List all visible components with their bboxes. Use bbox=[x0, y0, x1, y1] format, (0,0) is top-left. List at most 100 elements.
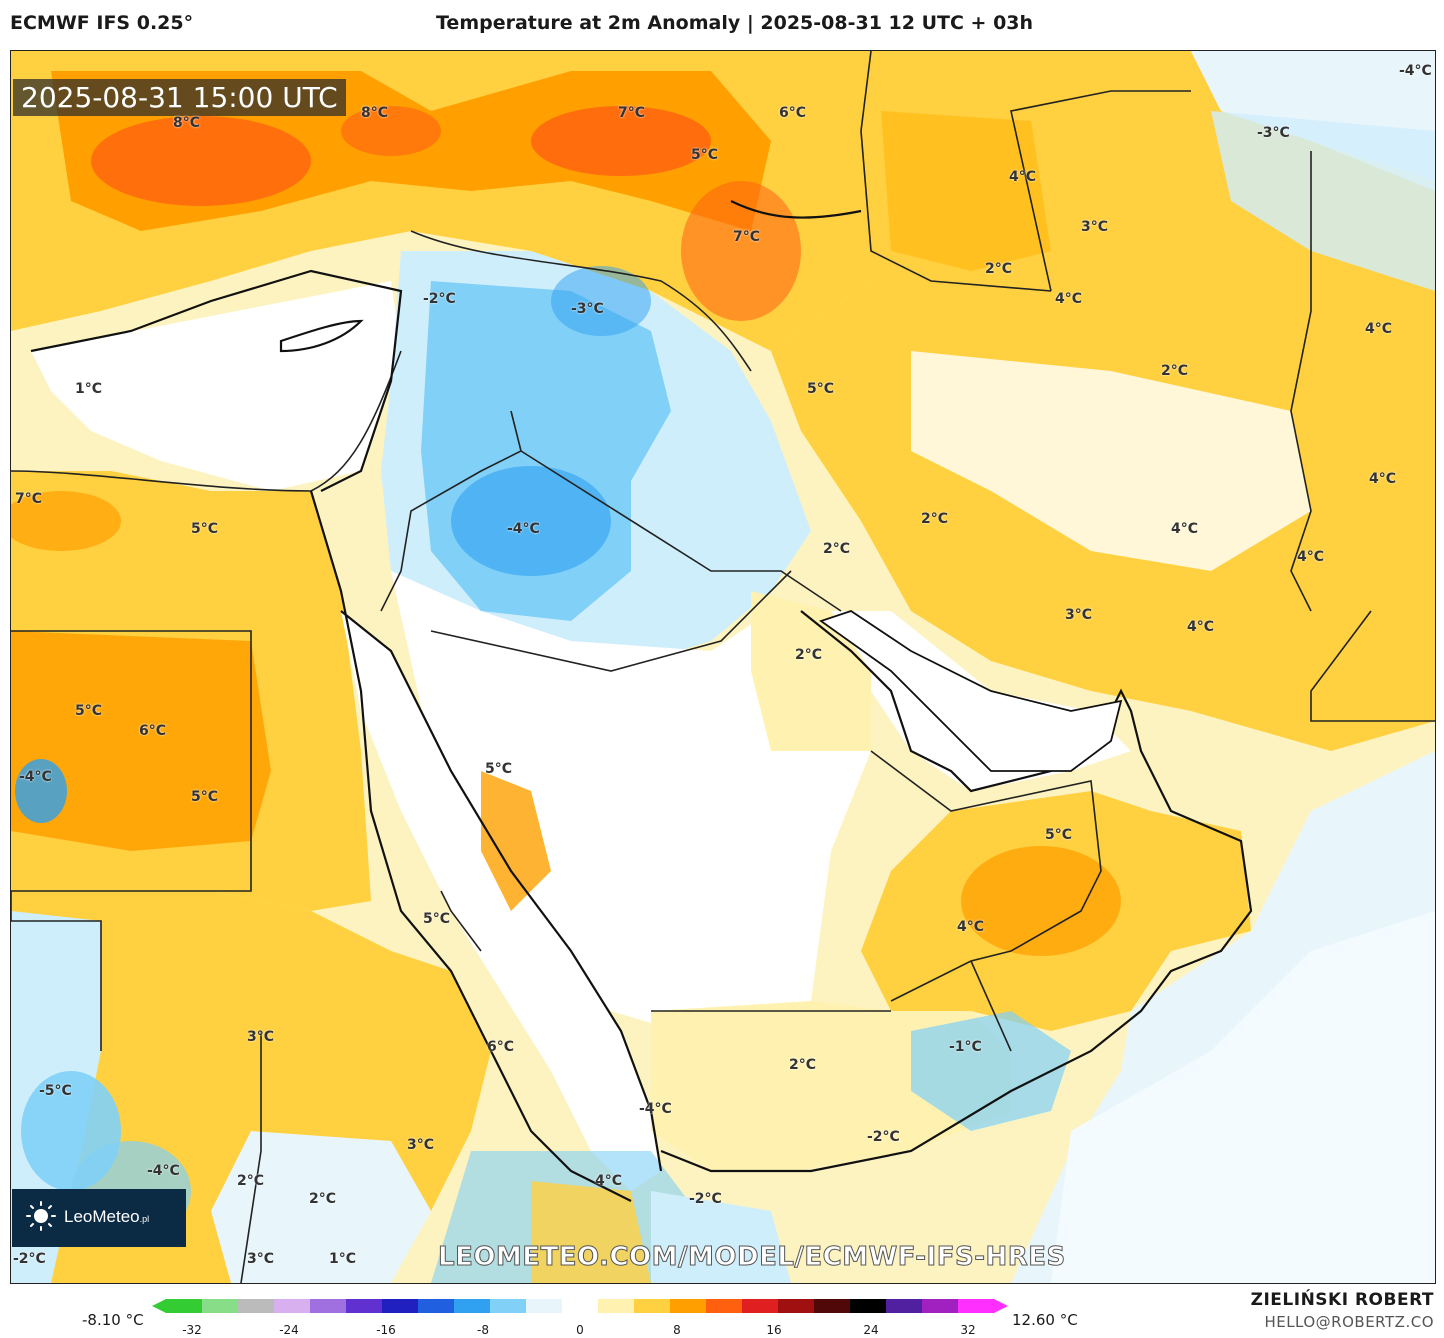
temp-label: -3°C bbox=[1257, 125, 1290, 141]
temp-label: -2°C bbox=[867, 1129, 900, 1145]
temp-label: 2°C bbox=[823, 541, 851, 557]
colorbar-cell bbox=[310, 1299, 347, 1313]
temp-label: -4°C bbox=[1399, 63, 1432, 79]
colorbar-min-label: -8.10 °C bbox=[82, 1311, 144, 1329]
temp-label: 2°C bbox=[795, 647, 823, 663]
temp-label: 4°C bbox=[595, 1173, 623, 1189]
temp-label: 3°C bbox=[1081, 219, 1109, 235]
temp-label: 4°C bbox=[1365, 321, 1393, 337]
colorbar-tick-label: 32 bbox=[960, 1323, 976, 1337]
colorbar-max-label: 12.60 °C bbox=[1012, 1311, 1078, 1329]
temp-label: 2°C bbox=[309, 1191, 337, 1207]
colorbar-tick-label: -24 bbox=[279, 1323, 299, 1337]
temp-label: -4°C bbox=[639, 1101, 672, 1117]
temp-label: 3°C bbox=[247, 1251, 275, 1267]
temp-label: 6°C bbox=[487, 1039, 515, 1055]
temp-label: 1°C bbox=[329, 1251, 357, 1267]
temp-label: -4°C bbox=[507, 521, 540, 537]
temp-label: 2°C bbox=[985, 261, 1013, 277]
colorbar-cell bbox=[634, 1299, 671, 1313]
temp-label: 2°C bbox=[237, 1173, 265, 1189]
colorbar-tick-label: -8 bbox=[477, 1323, 489, 1337]
temp-label: 5°C bbox=[1045, 827, 1073, 843]
temp-label: 4°C bbox=[1171, 521, 1199, 537]
colorbar-cell bbox=[418, 1299, 455, 1313]
temp-label: 6°C bbox=[139, 723, 167, 739]
colorbar-cell bbox=[274, 1299, 311, 1313]
colorbar-cell bbox=[814, 1299, 851, 1313]
colorbar-cell bbox=[706, 1299, 743, 1313]
temp-label: 7°C bbox=[15, 491, 43, 507]
colorbar-tick-label: -16 bbox=[376, 1323, 396, 1337]
temp-label: -2°C bbox=[13, 1251, 46, 1267]
temp-label: 3°C bbox=[247, 1029, 275, 1045]
colorbar-tick-label: 0 bbox=[576, 1323, 584, 1337]
colorbar-cell bbox=[166, 1299, 203, 1313]
temp-label: 2°C bbox=[1161, 363, 1189, 379]
temp-label: 1°C bbox=[75, 381, 103, 397]
source-url: LEOMETEO.COM/MODEL/ECMWF-IFS-HRES bbox=[438, 1242, 1066, 1273]
temp-label: 8°C bbox=[361, 105, 389, 121]
temp-label: 4°C bbox=[1187, 619, 1215, 635]
colorbar-cell bbox=[670, 1299, 707, 1313]
colorbar-cell bbox=[922, 1299, 959, 1313]
colorbar-cell bbox=[958, 1299, 995, 1313]
temp-label: 5°C bbox=[191, 789, 219, 805]
temp-label: -5°C bbox=[39, 1083, 72, 1099]
valid-time-badge: 2025-08-31 15:00 UTC bbox=[13, 79, 346, 116]
colorbar-tick-label: 16 bbox=[766, 1323, 782, 1337]
temp-label: 6°C bbox=[779, 105, 807, 121]
colorbar-cell bbox=[778, 1299, 815, 1313]
temp-label: 4°C bbox=[1369, 471, 1397, 487]
temp-label: 3°C bbox=[407, 1137, 435, 1153]
colorbar-min-arrow bbox=[152, 1299, 166, 1313]
colorbar-tick-label: 8 bbox=[673, 1323, 681, 1337]
author-name: ZIELIŃSKI ROBERT bbox=[1250, 1290, 1434, 1310]
colorbar-cell bbox=[562, 1299, 599, 1313]
temp-label: 4°C bbox=[957, 919, 985, 935]
colorbar-cell bbox=[238, 1299, 275, 1313]
temp-label: 3°C bbox=[1065, 607, 1093, 623]
temp-label: 4°C bbox=[1009, 169, 1037, 185]
temp-label: -4°C bbox=[19, 769, 52, 785]
colorbar-cell bbox=[202, 1299, 239, 1313]
map-field bbox=[11, 51, 1435, 1283]
colorbar-cell bbox=[886, 1299, 923, 1313]
chart-title: Temperature at 2m Anomaly | 2025-08-31 1… bbox=[436, 12, 1034, 34]
model-name: ECMWF IFS 0.25° bbox=[10, 12, 194, 34]
temp-label: 5°C bbox=[807, 381, 835, 397]
colorbar-cell bbox=[346, 1299, 383, 1313]
leometeo-logo[interactable]: LeoMeteo.pl bbox=[12, 1189, 186, 1247]
colorbar-max-arrow bbox=[994, 1299, 1008, 1313]
temp-label: -4°C bbox=[147, 1163, 180, 1179]
colorbar-cell bbox=[850, 1299, 887, 1313]
sun-icon bbox=[26, 1201, 56, 1231]
colorbar-cell bbox=[382, 1299, 419, 1313]
temp-label: -2°C bbox=[689, 1191, 722, 1207]
colorbar-tick-label: -32 bbox=[182, 1323, 202, 1337]
colorbar-cell bbox=[742, 1299, 779, 1313]
colorbar-tick-label: 24 bbox=[863, 1323, 879, 1337]
temp-label: 2°C bbox=[789, 1057, 817, 1073]
anomaly-map: 2025-08-31 15:00 UTC 8°C 8°C 7°C 6°C 5°C… bbox=[10, 50, 1436, 1284]
temp-label: 8°C bbox=[173, 115, 201, 131]
temp-label: 5°C bbox=[691, 147, 719, 163]
temp-label: 4°C bbox=[1055, 291, 1083, 307]
temp-label: 5°C bbox=[485, 761, 513, 777]
colorbar-cell bbox=[598, 1299, 635, 1313]
temp-label: 5°C bbox=[423, 911, 451, 927]
temp-label: -3°C bbox=[571, 301, 604, 317]
temp-label: 7°C bbox=[733, 229, 761, 245]
author-email[interactable]: HELLO@ROBERTZ.CO bbox=[1264, 1313, 1434, 1331]
temp-label: 5°C bbox=[75, 703, 103, 719]
colorbar-cell bbox=[490, 1299, 527, 1313]
temp-label: 5°C bbox=[191, 521, 219, 537]
colorbar-cell bbox=[454, 1299, 491, 1313]
colorbar bbox=[152, 1299, 1008, 1313]
temp-label: 2°C bbox=[921, 511, 949, 527]
temp-label: -2°C bbox=[423, 291, 456, 307]
temp-label: 4°C bbox=[1297, 549, 1325, 565]
temp-label: -1°C bbox=[949, 1039, 982, 1055]
temp-label: 7°C bbox=[618, 105, 646, 121]
colorbar-cell bbox=[526, 1299, 563, 1313]
